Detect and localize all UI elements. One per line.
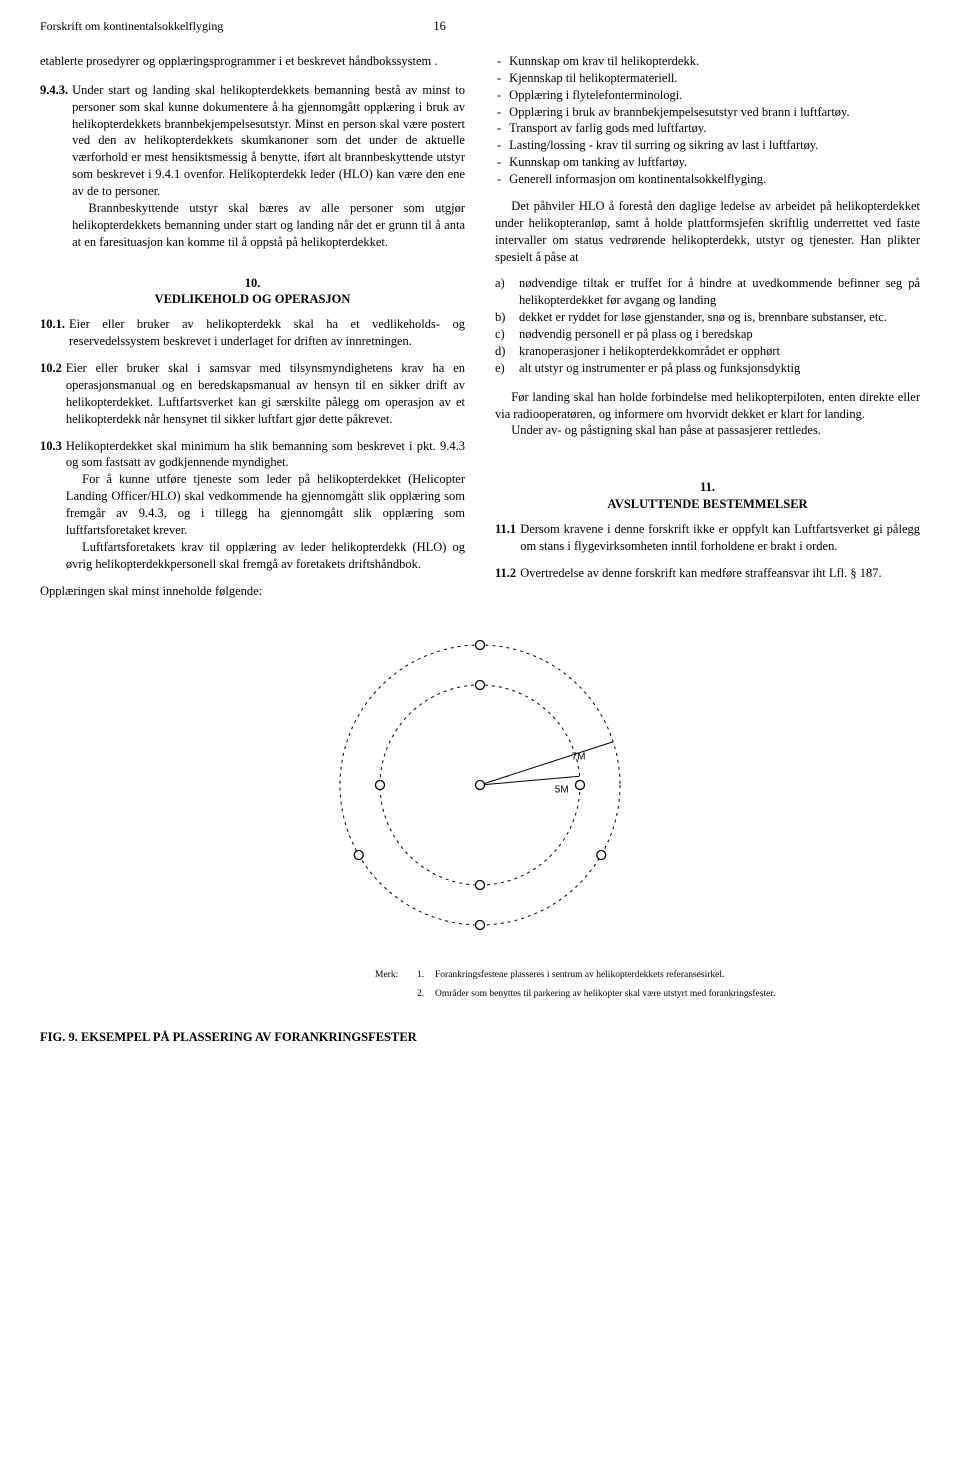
clause-text-cont2: Luftfartsforetakets krav til opplæring a…	[66, 539, 465, 573]
dash-icon: -	[497, 137, 501, 154]
list-text: Kunnskap om krav til helikopterdekk.	[509, 53, 920, 70]
svg-text:5M: 5M	[555, 785, 569, 796]
list-item: d)kranoperasjoner i helikopterdekkområde…	[495, 343, 920, 360]
clause-number: 11.2	[495, 565, 516, 582]
section-title: AVSLUTTENDE BESTEMMELSER	[607, 497, 807, 511]
clause-number: 11.1	[495, 521, 516, 555]
svg-text:7M: 7M	[572, 752, 586, 763]
note-text: Områder som benyttes til parkering av he…	[435, 988, 795, 1001]
clause-text: Dersom kravene i denne forskrift ikke er…	[520, 521, 920, 555]
alpha-list: a)nødvendige tiltak er truffet for å hin…	[495, 275, 920, 376]
figure-notes: Merk: 1. Forankringsfestene plasseres i …	[375, 969, 795, 1001]
list-text: Lasting/lossing - krav til surring og si…	[509, 137, 920, 154]
list-item: -Kunnskap om krav til helikopterdekk.	[495, 53, 920, 70]
clause-11-1: 11.1 Dersom kravene i denne forskrift ik…	[495, 521, 920, 555]
item-text: nødvendig personell er på plass og i ber…	[519, 326, 920, 343]
item-text: kranoperasjoner i helikopterdekkområdet …	[519, 343, 920, 360]
clause-text: Eier eller bruker av helikopterdekk skal…	[69, 316, 465, 350]
clause-text-cont: For å kunne utføre tjeneste som leder på…	[66, 471, 465, 539]
note-label	[375, 988, 417, 1001]
list-text: Kjennskap til helikoptermateriell.	[509, 70, 920, 87]
list-text: Opplæring i flytelefonterminologi.	[509, 87, 920, 104]
section-title: VEDLIKEHOLD OG OPERASJON	[155, 292, 351, 306]
list-item: -Kjennskap til helikoptermateriell.	[495, 70, 920, 87]
training-intro: Opplæringen skal minst inneholde følgend…	[40, 583, 465, 600]
dash-icon: -	[497, 87, 501, 104]
list-text: Generell informasjon om kontinentalsokke…	[509, 171, 920, 188]
list-item: -Transport av farlig gods med luftfartøy…	[495, 120, 920, 137]
clause-number: 10.1.	[40, 316, 65, 350]
two-column-body: etablerte prosedyrer og opplæringsprogra…	[40, 53, 920, 600]
clause-number: 9.4.3.	[40, 82, 68, 251]
list-item: -Opplæring i bruk av brannbekjempelsesut…	[495, 104, 920, 121]
item-text: dekket er ryddet for løse gjenstander, s…	[519, 309, 920, 326]
section-number: 11.	[700, 480, 715, 494]
intro-paragraph: etablerte prosedyrer og opplæringsprogra…	[40, 53, 465, 70]
dash-icon: -	[497, 154, 501, 171]
clause-number: 10.2	[40, 360, 62, 428]
list-text: Transport av farlig gods med luftfartøy.	[509, 120, 920, 137]
dash-icon: -	[497, 70, 501, 87]
dash-icon: -	[497, 104, 501, 121]
list-text: Opplæring i bruk av brannbekjempelsesuts…	[509, 104, 920, 121]
anchor-diagram: 7M 5M	[280, 625, 680, 955]
right-column: -Kunnskap om krav til helikopterdekk. -K…	[495, 53, 920, 600]
list-item: -Opplæring i flytelefonterminologi.	[495, 87, 920, 104]
list-item: e)alt utstyr og instrumenter er på plass…	[495, 360, 920, 377]
item-label: d)	[495, 343, 519, 360]
list-item: b)dekket er ryddet for løse gjenstander,…	[495, 309, 920, 326]
list-item: -Generell informasjon om kontinentalsokk…	[495, 171, 920, 188]
item-label: a)	[495, 275, 519, 309]
clause-10-2: 10.2 Eier eller bruker skal i samsvar me…	[40, 360, 465, 428]
item-label: e)	[495, 360, 519, 377]
list-item: c)nødvendig personell er på plass og i b…	[495, 326, 920, 343]
note-row: Merk: 1. Forankringsfestene plasseres i …	[375, 969, 795, 982]
list-item: -Kunnskap om tanking av luftfartøy.	[495, 154, 920, 171]
section-number: 10.	[245, 276, 261, 290]
section-10-heading: 10. VEDLIKEHOLD OG OPERASJON	[40, 275, 465, 309]
item-text: nødvendige tiltak er truffet for å hindr…	[519, 275, 920, 309]
note-row: 2. Områder som benyttes til parkering av…	[375, 988, 795, 1001]
clause-text: Under start og landing skal helikopterde…	[72, 83, 465, 198]
note-text: Forankringsfestene plasseres i sentrum a…	[435, 969, 795, 982]
running-head: Forskrift om kontinentalsokkelflyging	[40, 18, 223, 34]
dash-icon: -	[497, 53, 501, 70]
figure-caption: FIG. 9. EKSEMPEL PÅ PLASSERING AV FORANK…	[40, 1029, 417, 1046]
dash-list: -Kunnskap om krav til helikopterdekk. -K…	[495, 53, 920, 188]
clause-text: Overtredelse av denne forskrift kan medf…	[520, 565, 920, 582]
list-item: a)nødvendige tiltak er truffet for å hin…	[495, 275, 920, 309]
clause-9-4-3: 9.4.3. Under start og landing skal helik…	[40, 82, 465, 251]
clause-text: Helikopterdekket skal minimum ha slik be…	[66, 439, 465, 470]
list-text: Kunnskap om tanking av luftfartøy.	[509, 154, 920, 171]
landing-paragraph: Før landing skal han holde forbindelse m…	[495, 389, 920, 423]
clause-number: 10.3	[40, 438, 62, 573]
page-number: 16	[433, 18, 446, 35]
clause-11-2: 11.2 Overtredelse av denne forskrift kan…	[495, 565, 920, 582]
figure-9: 7M 5M Merk: 1. Forankringsfestene plasser…	[40, 625, 920, 1046]
page-header: Forskrift om kontinentalsokkelflyging 16	[40, 18, 920, 35]
item-label: c)	[495, 326, 519, 343]
dash-icon: -	[497, 120, 501, 137]
boarding-paragraph: Under av- og påstigning skal han påse at…	[495, 422, 920, 439]
note-number: 2.	[417, 988, 435, 1001]
clause-10-1: 10.1. Eier eller bruker av helikopterdek…	[40, 316, 465, 350]
hlo-paragraph: Det påhviler HLO å forestå den daglige l…	[495, 198, 920, 266]
note-number: 1.	[417, 969, 435, 982]
item-label: b)	[495, 309, 519, 326]
list-item: -Lasting/lossing - krav til surring og s…	[495, 137, 920, 154]
clause-text-cont: Brannbeskyttende utstyr skal bæres av al…	[72, 200, 465, 251]
clause-text: Eier eller bruker skal i samsvar med til…	[66, 360, 465, 428]
clause-10-3: 10.3 Helikopterdekket skal minimum ha sl…	[40, 438, 465, 573]
section-11-heading: 11. AVSLUTTENDE BESTEMMELSER	[495, 479, 920, 513]
dash-icon: -	[497, 171, 501, 188]
left-column: etablerte prosedyrer og opplæringsprogra…	[40, 53, 465, 600]
item-text: alt utstyr og instrumenter er på plass o…	[519, 360, 920, 377]
note-label: Merk:	[375, 969, 417, 982]
